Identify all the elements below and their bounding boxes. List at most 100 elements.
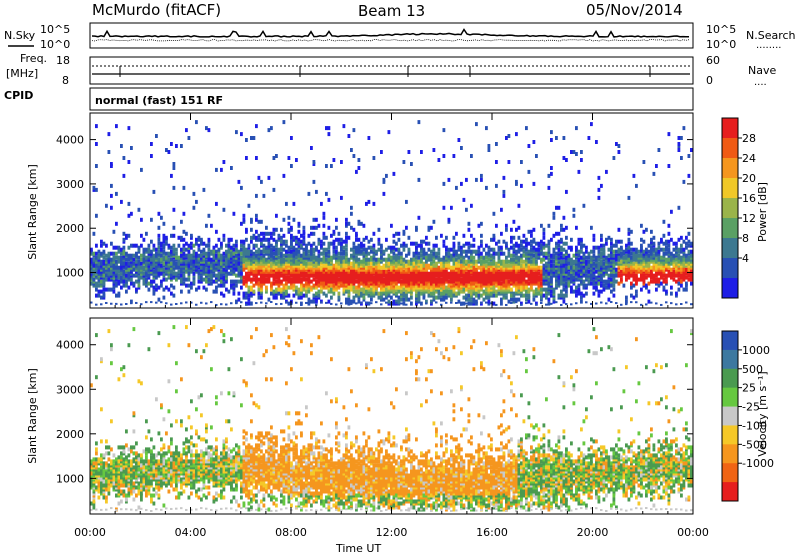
echo-cell: [355, 169, 358, 174]
echo-cell: [352, 289, 356, 294]
echo-cell: [665, 273, 668, 278]
echo-cell: [212, 279, 216, 284]
echo-cell: [307, 297, 311, 302]
echo-cell: [220, 291, 223, 296]
echo-cell: [155, 253, 158, 258]
echo-cell: [592, 237, 596, 242]
echo-cell: [652, 241, 656, 246]
echo-cell: [100, 295, 103, 300]
echo-cell: [520, 183, 523, 188]
echo-cell: [275, 287, 278, 292]
echo-cell: [142, 253, 146, 258]
echo-cell: [455, 185, 458, 190]
echo-cell: [480, 177, 483, 182]
echo-cell: [470, 275, 473, 280]
echo-cell: [607, 247, 611, 252]
echo-cell: [405, 267, 408, 272]
echo-cell: [140, 253, 143, 258]
echo-cell: [172, 207, 176, 212]
echo-cell: [327, 197, 331, 202]
echo-cell: [535, 259, 538, 264]
echo-cell: [612, 156, 616, 160]
echo-cell: [110, 241, 113, 246]
echo-cell: [467, 289, 471, 294]
echo-cell: [245, 227, 248, 232]
echo-cell: [270, 243, 273, 248]
echo-cell: [505, 255, 508, 260]
cpid-frame: [89, 87, 694, 111]
echo-cell: [482, 297, 486, 302]
echo-cell: [272, 281, 276, 286]
echo-cell: [172, 247, 176, 252]
echo-cell: [450, 265, 453, 270]
echo-cell: [302, 287, 306, 292]
echo-cell: [460, 253, 463, 258]
echo-cell: [207, 253, 211, 258]
echo-cell: [375, 257, 378, 262]
echo-cell: [620, 277, 623, 282]
echo-cell: [260, 295, 263, 300]
echo-cell: [545, 287, 548, 292]
echo-cell: [660, 237, 663, 242]
echo-cell: [372, 231, 376, 236]
echo-cell: [565, 241, 568, 246]
echo-cell: [520, 243, 523, 248]
echo-cell: [410, 301, 413, 306]
echo-cell: [500, 259, 503, 264]
echo-cell: [172, 162, 176, 166]
echo-cell: [667, 253, 671, 258]
echo-cell: [342, 239, 346, 244]
echo-cell: [597, 261, 601, 266]
echo-cell: [267, 231, 271, 236]
echo-cell: [260, 255, 263, 260]
echo-cell: [405, 259, 408, 264]
echo-cell: [397, 285, 401, 290]
echo-cell: [607, 253, 611, 258]
echo-cell: [157, 245, 161, 250]
echo-cell: [507, 247, 511, 252]
echo-cell: [422, 253, 426, 258]
echo-cell: [172, 253, 176, 258]
echo-cell: [167, 243, 171, 248]
echo-cell: [182, 229, 186, 234]
echo-cell: [147, 281, 151, 286]
echo-cell: [345, 247, 348, 252]
echo-cell: [502, 239, 506, 244]
echo-cell: [532, 227, 536, 232]
echo-cell: [347, 257, 351, 262]
echo-cell: [442, 255, 446, 260]
echo-cell: [162, 277, 166, 282]
echo-cell: [575, 225, 578, 230]
ground-scatter-cell: [315, 303, 318, 306]
echo-cell: [325, 235, 328, 240]
echo-cell: [545, 243, 548, 248]
echo-cell: [587, 136, 591, 140]
echo-cell: [362, 237, 366, 242]
echo-cell: [340, 195, 343, 200]
echo-cell: [145, 247, 148, 252]
echo-cell: [487, 245, 491, 250]
echo-cell: [647, 289, 651, 294]
ground-scatter-cell: [195, 303, 198, 306]
echo-cell: [492, 247, 496, 252]
echo-cell: [147, 253, 151, 258]
echo-cell: [460, 263, 463, 268]
echo-cell: [577, 253, 581, 258]
echo-cell: [655, 253, 658, 258]
echo-cell: [562, 287, 566, 292]
echo-cell: [442, 243, 446, 248]
echo-cell: [265, 285, 268, 290]
echo-cell: [420, 253, 423, 258]
echo-cell: [462, 243, 466, 248]
ground-scatter-cell: [165, 302, 168, 305]
echo-cell: [267, 237, 271, 242]
echo-cell: [197, 285, 201, 290]
echo-cell: [252, 289, 256, 294]
echo-cell: [177, 275, 181, 280]
echo-cell: [635, 183, 638, 188]
echo-cell: [202, 241, 206, 246]
echo-cell: [245, 291, 248, 296]
echo-cell: [632, 273, 636, 278]
echo-cell: [525, 126, 528, 131]
echo-cell: [452, 253, 456, 258]
